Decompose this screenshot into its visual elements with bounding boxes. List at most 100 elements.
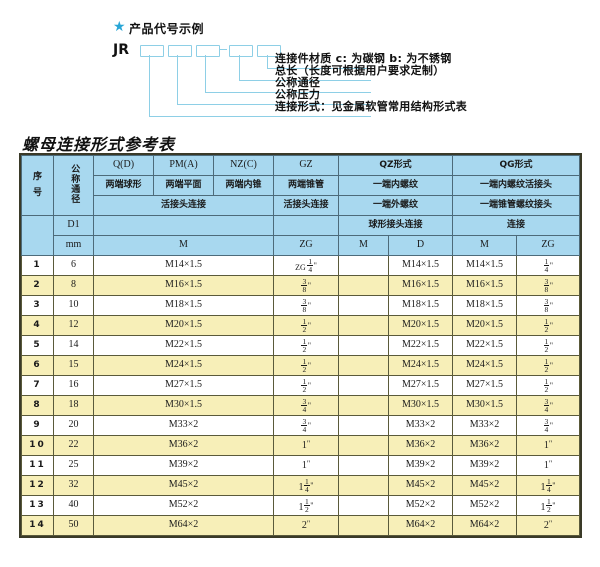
header-unit-mm: mm	[53, 235, 94, 256]
cell-seq: 5	[21, 335, 54, 356]
cell-nominal-diameter: 50	[53, 515, 94, 536]
cell-qdpmnz-m: M36×2	[93, 435, 274, 456]
cell-qz-m	[338, 375, 389, 396]
header-group-qg-code: QG形式	[451, 155, 581, 176]
cell-gz-zg: 1"	[273, 435, 339, 456]
header-nominal-diameter-label: 公称通径	[69, 163, 80, 204]
cell-seq: 13	[21, 495, 54, 516]
code-box-2	[168, 45, 192, 57]
leader-line-3-vertical	[205, 55, 206, 92]
cell-qdpmnz-m: M20×1.5	[93, 315, 274, 336]
header-qg-desc2: 一端锥管螺纹接头	[451, 195, 581, 216]
cell-qg-m: M36×2	[452, 435, 517, 456]
annotation-total-length: 总长（长度可根据用户要求定制）	[275, 64, 445, 77]
nut-connection-spec-table: 序 号 公称通径 Q(D) PM(A) NZ(C) GZ QZ形式 QG形式 两…	[18, 153, 583, 538]
cell-qg-zg: 1 2 "	[515, 375, 581, 396]
cell-qz-d: M45×2	[388, 475, 453, 496]
cell-qg-zg: 3 4 "	[515, 415, 581, 436]
cell-qz-m	[338, 255, 389, 276]
cell-nominal-diameter: 25	[53, 455, 94, 476]
header-row-units: mm M ZG M D M ZG	[22, 235, 581, 256]
table-row: 9 20 M33×2 3 4 " M33×2 M33×2 3 4 "	[21, 415, 581, 436]
table-row: 8 18 M30×1.5 3 4 " M30×1.5 M30×1.5 3 4 "	[21, 395, 581, 416]
annotation-connector-material: 连接件材质 c: 为碳钢 b: 为不锈钢	[275, 52, 452, 65]
leader-line-5-vertical	[149, 55, 150, 116]
cell-qdpmnz-m: M39×2	[93, 455, 274, 476]
cell-qg-zg: 1 4 "	[515, 255, 581, 276]
table-row: 6 15 M24×1.5 1 2 " M24×1.5 M24×1.5 1 2 "	[21, 355, 581, 376]
cell-qz-m	[338, 495, 389, 516]
cell-seq: 3	[21, 295, 54, 316]
cell-gz-zg: 3 8 "	[273, 295, 339, 316]
code-dash-separator	[220, 49, 227, 50]
cell-qz-m	[338, 395, 389, 416]
annotation-connection-type: 连接形式：见金属软管常用结构形式表	[275, 100, 468, 113]
cell-seq: 12	[21, 475, 54, 496]
header-pm-desc1: 两端平面	[153, 175, 214, 196]
cell-qdpmnz-m: M64×2	[93, 515, 274, 536]
table-row: 11 25 M39×2 1" M39×2 M39×2 1"	[21, 455, 581, 476]
cell-nominal-diameter: 22	[53, 435, 94, 456]
table-row: 12 32 M45×2 1 1 4 " M45×2 M45×2 1 1 4 "	[21, 475, 581, 496]
cell-qz-d: M39×2	[388, 455, 453, 476]
cell-qdpmnz-m: M33×2	[93, 415, 274, 436]
cell-gz-zg: 1 1 2 "	[273, 495, 339, 516]
header-seq-line2: 号	[32, 187, 42, 198]
cell-seq: 10	[21, 435, 54, 456]
cell-gz-zg: 2"	[273, 515, 339, 536]
cell-nominal-diameter: 20	[53, 415, 94, 436]
table-row: 3 10 M18×1.5 3 8 " M18×1.5 M18×1.5 3 8 "	[21, 295, 581, 316]
cell-qz-m	[338, 455, 389, 476]
cell-qdpmnz-m: M14×1.5	[93, 255, 274, 276]
header-seq-spacer	[21, 215, 54, 256]
header-group-pm-code: PM(A)	[153, 155, 214, 176]
cell-qg-m: M33×2	[452, 415, 517, 436]
code-box-4	[229, 45, 253, 57]
cell-gz-zg: 1 2 "	[273, 375, 339, 396]
cell-seq: 4	[21, 315, 54, 336]
cell-qg-m: M24×1.5	[452, 355, 517, 376]
cell-qz-d: M64×2	[388, 515, 453, 536]
cell-seq: 6	[21, 355, 54, 376]
header-sub-qz-d: D	[388, 235, 453, 256]
table-row: 5 14 M22×1.5 1 2 " M22×1.5 M22×1.5 1 2 "	[21, 335, 581, 356]
header-qd-desc1: 两端球形	[93, 175, 154, 196]
cell-qdpmnz-m: M52×2	[93, 495, 274, 516]
cell-qz-d: M36×2	[388, 435, 453, 456]
cell-seq: 7	[21, 375, 54, 396]
cell-qg-m: M45×2	[452, 475, 517, 496]
table-body: 序 号 公称通径 Q(D) PM(A) NZ(C) GZ QZ形式 QG形式 两…	[21, 155, 581, 536]
cell-gz-zg: 1 2 "	[273, 315, 339, 336]
leader-line-4-vertical	[177, 55, 178, 104]
leader-line-2-horizontal	[239, 80, 371, 81]
header-sub-m-merged: M	[93, 235, 274, 256]
cell-qz-m	[338, 475, 389, 496]
cell-qg-m: M30×1.5	[452, 395, 517, 416]
page-title: 螺母连接形式参考表	[22, 135, 176, 154]
cell-qg-zg: 1 2 "	[515, 335, 581, 356]
cell-seq: 11	[21, 455, 54, 476]
cell-qg-zg: 3 8 "	[515, 275, 581, 296]
cell-qz-d: M22×1.5	[388, 335, 453, 356]
cell-gz-zg: 1 1 4 "	[273, 475, 339, 496]
header-qz-desc1: 一端内螺纹	[338, 175, 453, 196]
annotation-nominal-diameter: 公称通径	[275, 76, 321, 89]
header-gz-desc1: 两端锥管	[273, 175, 339, 196]
cell-seq: 8	[21, 395, 54, 416]
cell-qg-zg: 3 4 "	[515, 395, 581, 416]
table-row: 2 8 M16×1.5 3 8 " M16×1.5 M16×1.5 3 8 "	[21, 275, 581, 296]
cell-qg-zg: 1"	[515, 455, 581, 476]
cell-seq: 1	[21, 255, 54, 276]
cell-qdpmnz-m: M16×1.5	[93, 275, 274, 296]
cell-qg-m: M27×1.5	[452, 375, 517, 396]
header-qdpmnz-blank	[93, 215, 274, 236]
header-qdpmnz-merged-desc: 活接头连接	[93, 195, 274, 216]
cell-nominal-diameter: 15	[53, 355, 94, 376]
header-group-qd-code: Q(D)	[93, 155, 154, 176]
header-qz-desc3: 球形接头连接	[338, 215, 453, 236]
cell-qg-zg: 1 2 "	[515, 355, 581, 376]
cell-qg-m: M20×1.5	[452, 315, 517, 336]
cell-qz-d: M18×1.5	[388, 295, 453, 316]
cell-gz-zg: ZG 1 4 "	[273, 255, 339, 276]
table-row: 10 22 M36×2 1" M36×2 M36×2 1"	[21, 435, 581, 456]
